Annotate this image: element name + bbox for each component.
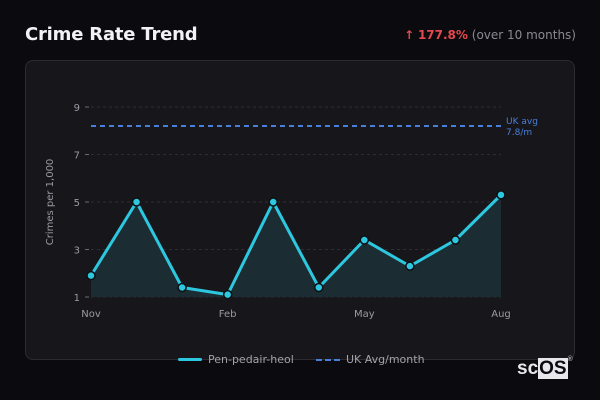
data-point[interactable] xyxy=(496,190,506,200)
data-point[interactable] xyxy=(268,197,278,207)
page-title: Crime Rate Trend xyxy=(25,24,198,45)
x-tick-label: Nov xyxy=(81,309,101,320)
solid-line-swatch-icon xyxy=(178,358,202,361)
y-tick-label: 5 xyxy=(74,198,80,209)
data-point[interactable] xyxy=(405,261,415,271)
y-axis-label: Crimes per 1,000 xyxy=(45,159,56,246)
legend-item-uk-avg[interactable]: UK Avg/month xyxy=(316,353,425,366)
legend-label: UK Avg/month xyxy=(346,353,425,366)
data-point[interactable] xyxy=(177,282,187,293)
y-tick-label: 7 xyxy=(74,151,80,162)
arrow-up-icon: ↑ xyxy=(404,28,415,42)
legend-label: Pen-pedair-heol xyxy=(208,353,294,366)
y-tick-label: 9 xyxy=(74,103,80,114)
y-axis: 1 3 5 7 9 xyxy=(74,103,89,304)
change-indicator: ↑ 177.8% (over 10 months) xyxy=(404,28,576,42)
uk-average-annotation-value: 7.8/m xyxy=(506,128,532,138)
legend-item-series[interactable]: Pen-pedair-heol xyxy=(178,353,294,366)
data-point[interactable] xyxy=(131,197,142,207)
data-point[interactable] xyxy=(359,235,370,245)
change-context: (over 10 months) xyxy=(471,28,576,42)
logo-text: sc xyxy=(517,358,539,379)
data-point[interactable] xyxy=(222,289,233,300)
data-point[interactable] xyxy=(450,235,461,245)
x-tick-label: May xyxy=(354,309,375,320)
chart-card xyxy=(25,60,575,360)
data-point[interactable] xyxy=(86,270,96,281)
dashed-line-swatch-icon xyxy=(316,358,340,361)
registered-mark: ® xyxy=(567,355,573,363)
data-point[interactable] xyxy=(314,282,324,293)
change-value: 177.8% xyxy=(417,28,468,42)
uk-average-annotation: UK avg xyxy=(506,117,538,127)
scos-logo: scOS® xyxy=(517,355,573,380)
data-points xyxy=(86,190,506,300)
x-tick-label: Feb xyxy=(219,309,237,320)
x-tick-label: Aug xyxy=(491,309,511,320)
y-tick-label: 1 xyxy=(74,293,80,304)
y-tick-label: 3 xyxy=(74,246,80,257)
x-axis: Nov Feb May Aug xyxy=(81,309,511,320)
logo-text-boxed: OS xyxy=(538,358,568,379)
series-line xyxy=(89,193,503,297)
